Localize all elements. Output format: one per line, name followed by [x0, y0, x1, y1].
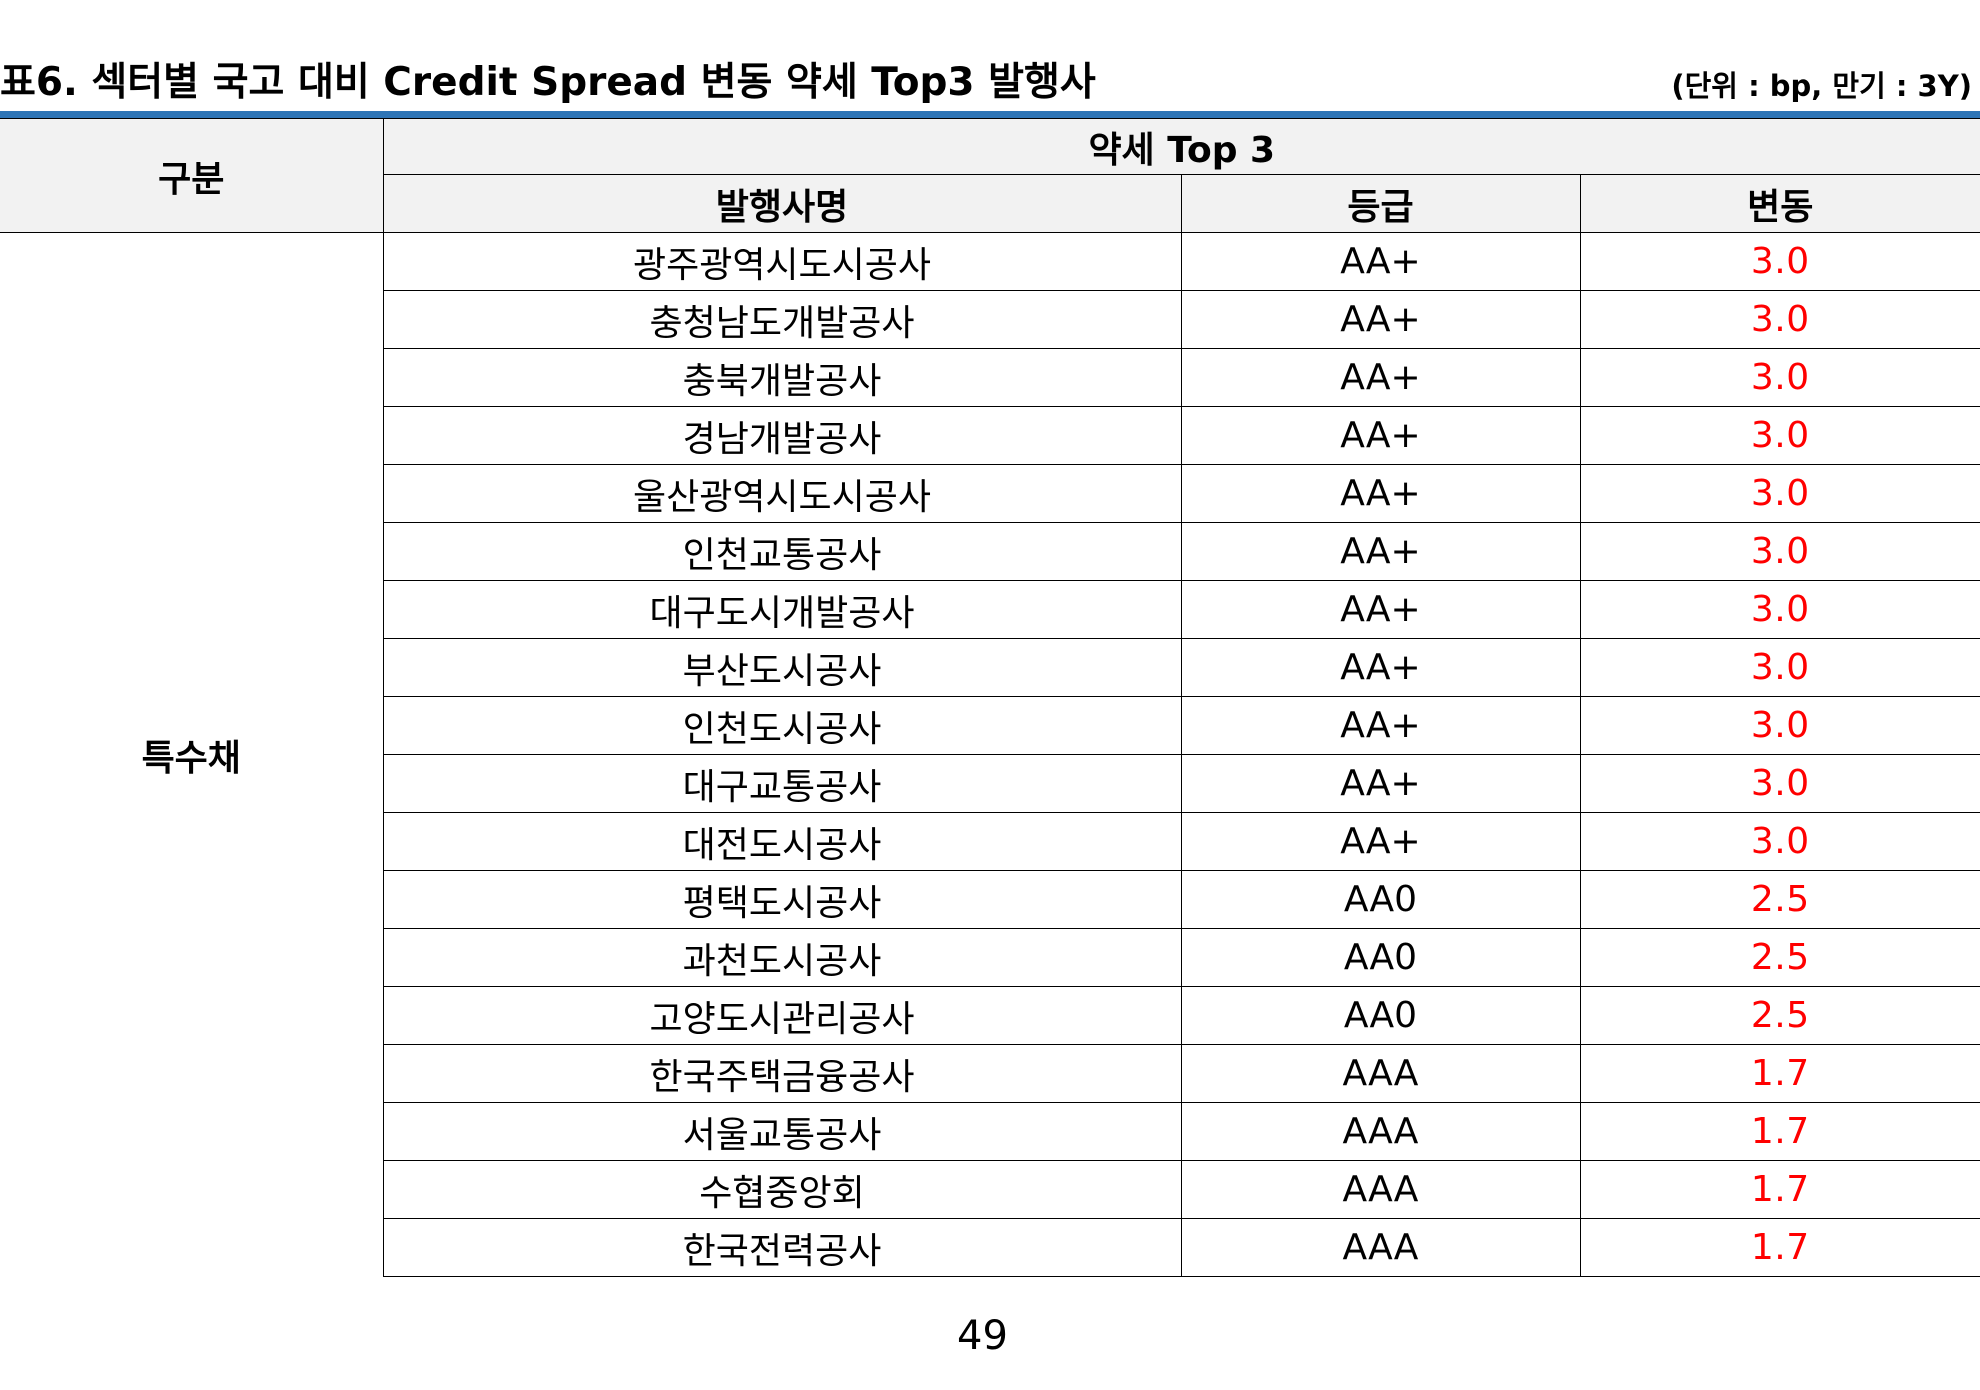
- issuer-cell: 인천교통공사: [382, 522, 1182, 581]
- issuer-cell: 과천도시공사: [382, 928, 1182, 987]
- change-cell: 3.0: [1579, 406, 1980, 465]
- table-row: 고양도시관리공사 AA0 2.5: [0, 986, 1980, 1045]
- change-cell: 1.7: [1579, 1218, 1980, 1277]
- change-cell: 1.7: [1579, 1044, 1980, 1103]
- issuer-cell: 대구도시개발공사: [382, 580, 1182, 639]
- table-row: 울산광역시도시공사 AA+ 3.0: [0, 464, 1980, 523]
- issuer-cell: 충청남도개발공사: [382, 290, 1182, 349]
- issuer-cell: 고양도시관리공사: [382, 986, 1182, 1045]
- issuer-cell: 인천도시공사: [382, 696, 1182, 755]
- grade-cell: AA+: [1180, 348, 1581, 407]
- table-row: 특수채 광주광역시도시공사 AA+ 3.0: [0, 232, 1980, 1277]
- table-row: 충북개발공사 AA+ 3.0: [0, 348, 1980, 407]
- change-cell: 3.0: [1579, 754, 1980, 813]
- issuer-cell: 대구교통공사: [382, 754, 1182, 813]
- issuer-cell: 대전도시공사: [382, 812, 1182, 871]
- change-cell: 1.7: [1579, 1160, 1980, 1219]
- table-body: 특수채 광주광역시도시공사 AA+ 3.0 충청남도개발공사 AA+ 3.0 충북개발공사 AA…: [0, 232, 1980, 1277]
- table-title: 표6. 섹터별 국고 대비 Credit Spread 변동 약세 Top3 발…: [0, 60, 1096, 105]
- grade-cell: AAA: [1180, 1044, 1581, 1103]
- title-rule: [0, 111, 1980, 118]
- grade-cell: AA+: [1180, 754, 1581, 813]
- change-cell: 3.0: [1579, 464, 1980, 523]
- issuer-cell: 충북개발공사: [382, 348, 1182, 407]
- header-issuer: 발행사명: [382, 174, 1182, 233]
- grade-cell: AA0: [1180, 986, 1581, 1045]
- table-row: 대전도시공사 AA+ 3.0: [0, 812, 1980, 871]
- grade-cell: AA+: [1180, 522, 1581, 581]
- table-row: 경남개발공사 AA+ 3.0: [0, 406, 1980, 465]
- grade-cell: AAA: [1180, 1160, 1581, 1219]
- grade-cell: AAA: [1180, 1218, 1581, 1277]
- grade-cell: AA0: [1180, 928, 1581, 987]
- grade-cell: AA+: [1180, 290, 1581, 349]
- header-grade: 등급: [1180, 174, 1581, 233]
- table-row: 평택도시공사 AA0 2.5: [0, 870, 1980, 929]
- issuer-cell: 수협중앙회: [382, 1160, 1182, 1219]
- grade-cell: AAA: [1180, 1102, 1581, 1161]
- issuer-cell: 울산광역시도시공사: [382, 464, 1182, 523]
- header-row-top: 구분 약세 Top 3: [0, 118, 1980, 233]
- sector-label: 특수채: [0, 232, 384, 1277]
- issuer-cell: 경남개발공사: [382, 406, 1182, 465]
- grade-cell: AA+: [1180, 406, 1581, 465]
- grade-cell: AA0: [1180, 870, 1581, 929]
- issuer-cell: 서울교통공사: [382, 1102, 1182, 1161]
- change-cell: 3.0: [1579, 696, 1980, 755]
- issuer-cell: 한국주택금융공사: [382, 1044, 1182, 1103]
- change-cell: 3.0: [1579, 812, 1980, 871]
- issuer-cell: 부산도시공사: [382, 638, 1182, 697]
- change-cell: 3.0: [1579, 580, 1980, 639]
- change-cell: 3.0: [1579, 638, 1980, 697]
- header-change: 변동: [1579, 174, 1980, 233]
- change-cell: 2.5: [1579, 986, 1980, 1045]
- table-row: 한국전력공사 AAA 1.7: [0, 1218, 1980, 1277]
- grade-cell: AA+: [1180, 232, 1581, 291]
- change-cell: 2.5: [1579, 870, 1980, 929]
- change-cell: 3.0: [1579, 290, 1980, 349]
- header-row-columns: 발행사명 등급 변동: [0, 174, 1980, 233]
- header-top3: 약세 Top 3: [382, 118, 1980, 175]
- header-group: 구분: [0, 118, 384, 233]
- grade-cell: AA+: [1180, 464, 1581, 523]
- grade-cell: AA+: [1180, 638, 1581, 697]
- issuer-cell: 한국전력공사: [382, 1218, 1182, 1277]
- change-cell: 3.0: [1579, 348, 1980, 407]
- table-row: 서울교통공사 AAA 1.7: [0, 1102, 1980, 1161]
- change-cell: 1.7: [1579, 1102, 1980, 1161]
- change-cell: 2.5: [1579, 928, 1980, 987]
- issuer-cell: 광주광역시도시공사: [382, 232, 1182, 291]
- table-row: 대구도시개발공사 AA+ 3.0: [0, 580, 1980, 639]
- grade-cell: AA+: [1180, 812, 1581, 871]
- grade-cell: AA+: [1180, 580, 1581, 639]
- title-bar: 표6. 섹터별 국고 대비 Credit Spread 변동 약세 Top3 발…: [0, 56, 1980, 110]
- grade-cell: AA+: [1180, 696, 1581, 755]
- table-row: 수협중앙회 AAA 1.7: [0, 1160, 1980, 1219]
- page-number: 49: [957, 1313, 1008, 1359]
- spread-table: 구분 약세 Top 3 발행사명 등급 변동 특수채 광주광역시도시공사 AA+ 3.…: [0, 118, 1980, 1277]
- issuer-cell: 평택도시공사: [382, 870, 1182, 929]
- change-cell: 3.0: [1579, 522, 1980, 581]
- unit-note: (단위 : bp, 만기 : 3Y): [1671, 69, 1972, 103]
- change-cell: 3.0: [1579, 232, 1980, 291]
